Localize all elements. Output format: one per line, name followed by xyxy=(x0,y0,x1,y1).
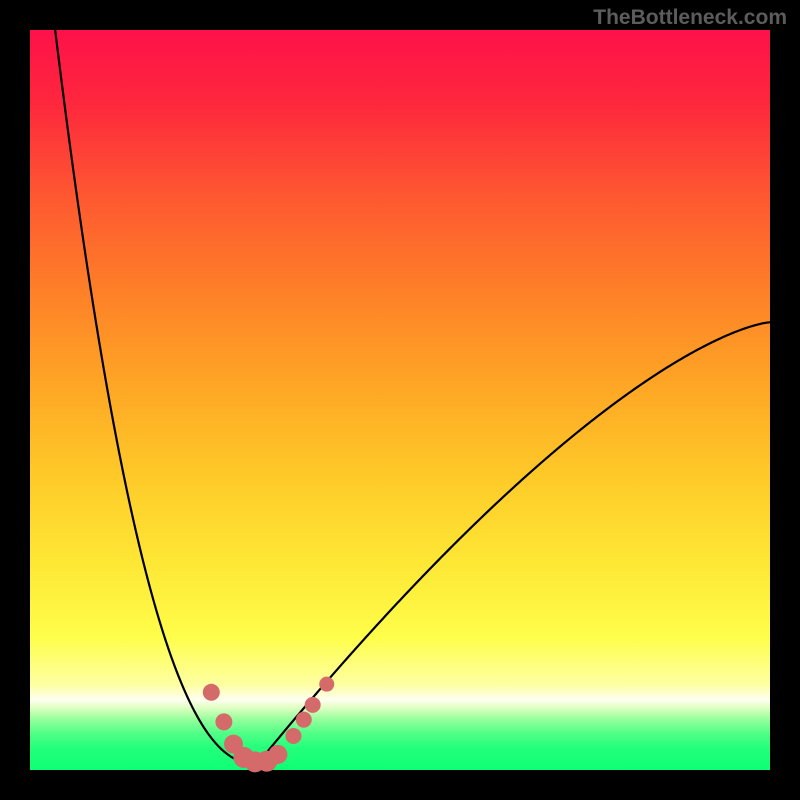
data-point-marker xyxy=(305,697,321,713)
data-point-marker xyxy=(296,712,312,728)
chart-background xyxy=(30,30,770,770)
data-point-marker xyxy=(285,728,301,744)
bottleneck-chart xyxy=(0,0,800,800)
data-point-marker xyxy=(215,713,232,730)
watermark-text: TheBottleneck.com xyxy=(593,6,787,30)
data-point-marker xyxy=(319,677,334,692)
data-point-marker xyxy=(203,684,220,701)
data-point-marker xyxy=(268,745,287,764)
